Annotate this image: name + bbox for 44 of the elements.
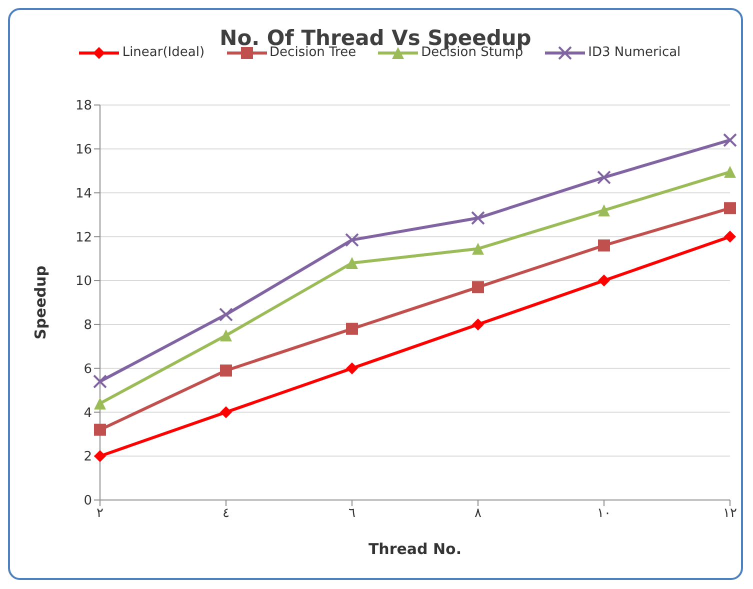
- x-tick-label: ٦: [348, 506, 356, 522]
- point: [94, 450, 106, 462]
- point: [220, 364, 232, 377]
- point: [220, 329, 232, 342]
- point: [220, 406, 232, 418]
- point: [724, 202, 736, 214]
- y-tick-label: 10: [75, 274, 92, 290]
- x-axis-title: Thread No.: [368, 540, 462, 558]
- x-tick-label: ١٢: [723, 506, 737, 522]
- y-tick-label: 0: [84, 494, 92, 509]
- y-tick-label: 8: [84, 318, 92, 334]
- y-tick-label: 4: [84, 406, 92, 421]
- point: [472, 318, 484, 330]
- point: [219, 308, 233, 322]
- x-tick-label: ٢: [96, 506, 104, 522]
- point: [472, 242, 484, 255]
- y-axis-title: Speedup: [31, 265, 50, 340]
- x-tick-label: ١٠: [597, 506, 611, 522]
- y-tick-label: 12: [75, 230, 92, 246]
- point: [94, 397, 106, 410]
- point: [345, 232, 359, 247]
- point: [724, 230, 736, 243]
- point: [724, 166, 736, 178]
- point: [346, 322, 358, 335]
- point: [346, 257, 358, 269]
- y-tick-label: 6: [84, 362, 92, 377]
- point: [94, 424, 106, 436]
- point: [597, 170, 611, 184]
- x-tick-label: ٤: [222, 506, 230, 522]
- point: [471, 211, 485, 226]
- y-tick-label: 14: [75, 186, 92, 202]
- y-tick-label: 2: [84, 450, 92, 465]
- legend-label: Linear(Ideal): [122, 45, 205, 60]
- point: [93, 374, 107, 388]
- point: [346, 362, 358, 374]
- point: [598, 274, 610, 287]
- point: [598, 204, 610, 216]
- point: [472, 281, 484, 294]
- legend-label: ID3 Numerical: [588, 45, 681, 60]
- x-tick-label: ٨: [474, 506, 482, 522]
- point: [723, 133, 737, 148]
- point: [598, 239, 610, 252]
- y-tick-label: 18: [75, 98, 92, 114]
- y-tick-label: 16: [75, 142, 92, 158]
